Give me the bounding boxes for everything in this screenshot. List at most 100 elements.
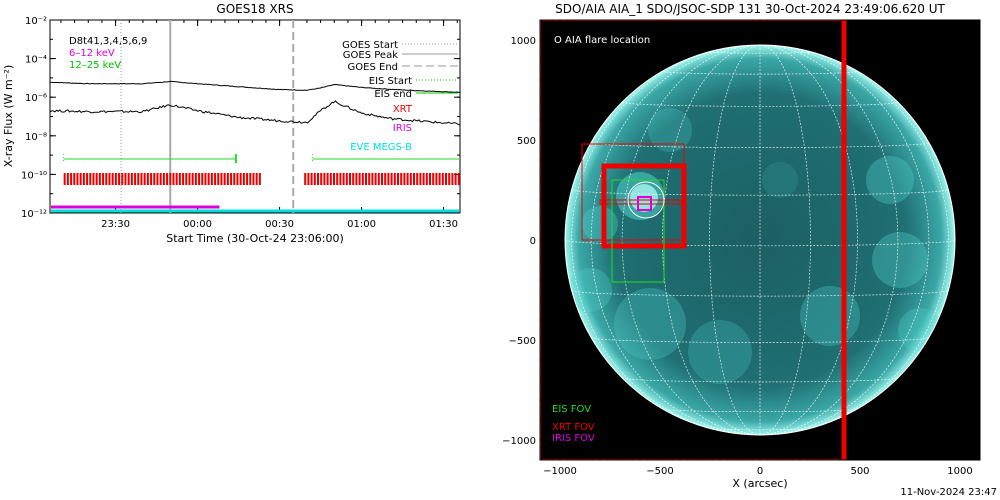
goes-series-line [49,100,461,126]
xrt-exposure [416,173,419,185]
xrt-exposure [454,173,457,185]
xrt-exposure [358,173,361,185]
longitude-line [759,45,858,435]
legend-right-entry: GOES End [348,62,398,73]
aia-x-axis: −1000 −500 0 500 1000 [543,20,973,477]
xrt-exposure [320,173,323,185]
xrt-exposure [339,173,342,185]
xrt-exposure [76,173,79,185]
eis-fov-box [611,179,665,283]
longitude-line [759,45,899,435]
legend-right-entry: GOES Start [342,40,398,51]
xrt-exposure [169,173,172,185]
longitude-line [709,45,761,435]
xrt-exposure [448,173,451,185]
x-tick-label: 00:30 [265,219,294,230]
goes-title: GOES18 XRS [216,2,293,16]
longitude-line [759,45,811,435]
xrt-exposure [166,173,169,185]
xrt-exposure [258,173,261,185]
active-region [688,320,752,384]
xrt-exposure [217,173,220,185]
iris-fov-box [637,196,652,211]
active-region [800,286,860,346]
xrt-exposure [102,173,105,185]
xrt-exposure [201,173,204,185]
aia-y-tick-label: 0 [530,236,536,247]
xrt-exposure [172,173,175,185]
xrt-exposure [236,173,239,185]
active-region [568,268,612,312]
x-tick-label: 00:00 [183,219,212,230]
xrt-exposure [438,173,441,185]
xrt-exposure [204,173,207,185]
xrt-exposure [371,173,374,185]
xrt-exposure [220,173,223,185]
aia-y-tick-label: −500 [509,336,536,347]
aia-x-tick-label: −1000 [543,466,577,477]
aia-y-tick-label: 1000 [511,36,536,47]
flare-location-marker [627,181,665,219]
xrt-exposure [182,173,185,185]
xrt-exposure [317,173,319,185]
xrt-exposure [162,173,165,185]
instrument-coverage [51,154,460,213]
xrt-exposure [323,173,326,185]
xrt-exposure [397,173,399,185]
xrt-exposure [111,173,114,185]
xrt-exposure [422,173,425,185]
xrt-exposure [63,173,66,185]
xrt-exposure [374,173,377,185]
xrt-exposure [419,173,422,185]
aia-y-tick-label: −1000 [502,436,536,447]
xrt-exposure [329,173,332,185]
xrt-exposure [242,173,245,185]
latitude-line [571,189,949,196]
latitude-line [621,101,899,107]
fov-label: XRT FOV [552,422,595,433]
legend-right-entry: EIS end [374,89,412,100]
active-region [614,288,686,360]
y-tick-label: 10⁻² [25,16,47,27]
active-region [762,162,798,198]
aia-y-axis: 1000 500 0 −500 −1000 [502,36,980,447]
latitude-line [565,239,955,247]
xrt-exposure [435,173,438,185]
xrt-exposure [124,173,127,185]
xrt-exposure [223,173,226,185]
latitude-line [571,290,949,297]
xrt-exposure [108,173,111,185]
xrt-exposure [82,173,85,185]
xrt-exposure [326,173,329,185]
legend-right-entry: EIS Start [369,76,412,87]
xrt-exposure [146,173,149,185]
xrt-fov-box [601,163,687,249]
aia-title: SDO/AIA AIA_1 SDO/JSOC-SDP 131 30-Oct-20… [555,2,945,16]
xrt-exposure [191,173,194,185]
xrt-exposure [89,173,92,185]
xrt-exposure [105,173,108,185]
active-region [872,232,928,288]
xrt-exposure [246,173,249,185]
xrt-exposure [355,173,358,185]
xrt-exposure [336,173,339,185]
xrt-exposure [194,173,197,185]
xrt-exposure [403,173,406,185]
fov-boxes [540,20,847,460]
xrt-exposure [137,173,140,185]
y-tick-label: 10⁻⁸ [25,132,47,143]
footer-timestamp: 11-Nov-2024 23:47 [900,487,997,498]
xrt-exposure [307,173,310,185]
y-tick-label: 10⁻¹⁰ [21,170,47,181]
goes-curves [49,80,461,126]
fov-label: IRIS FOV [552,433,595,444]
xrt-exposure [140,173,143,185]
y-tick-label: 10⁻¹² [21,209,47,220]
xrt-exposure [185,173,188,185]
xrt-exposure [175,173,178,185]
x-tick-label: 01:00 [347,219,376,230]
